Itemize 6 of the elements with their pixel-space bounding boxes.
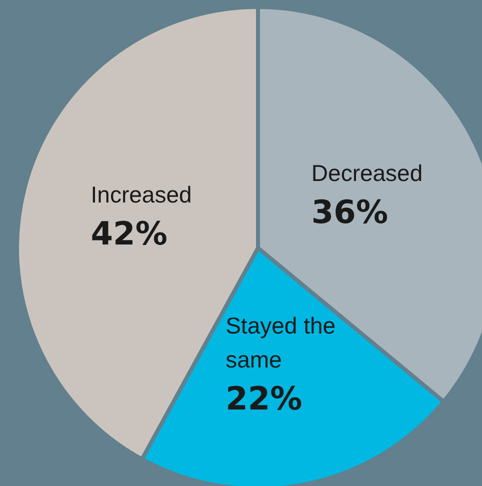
data-label: 36% xyxy=(311,193,388,232)
slice-label: Decreased xyxy=(311,160,423,186)
slice-label: Increased xyxy=(90,181,192,208)
data-label: 22% xyxy=(226,380,302,418)
data-label: 42% xyxy=(90,214,168,252)
slice-label: Stayed the same xyxy=(226,312,336,373)
